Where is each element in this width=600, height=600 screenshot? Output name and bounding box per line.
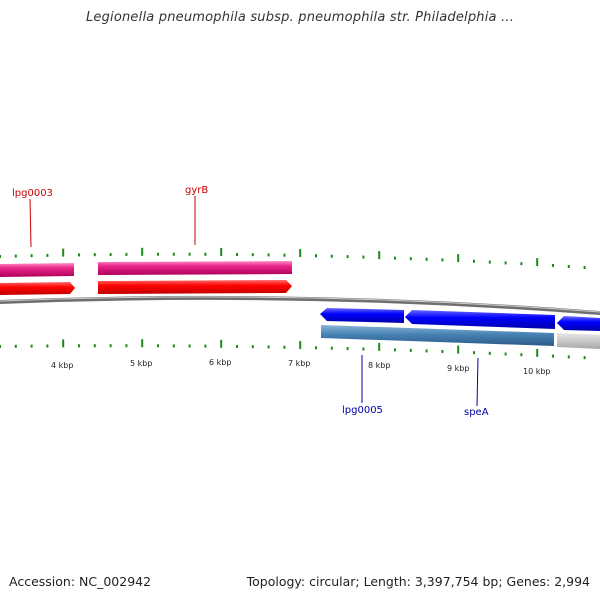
cds-lpg0005 bbox=[320, 308, 404, 323]
cds-speA bbox=[405, 310, 555, 329]
steel-feature bbox=[321, 325, 554, 346]
scale-label-4kbp: 4 kbp bbox=[51, 361, 73, 370]
leader-speA bbox=[476, 357, 479, 407]
scale-label-9kbp: 9 kbp bbox=[447, 364, 469, 373]
leader-lpg0003 bbox=[29, 198, 32, 248]
map-title: Legionella pneumophila subsp. pneumophil… bbox=[85, 10, 515, 25]
label-speA: speA bbox=[464, 407, 489, 418]
red-feature-1 bbox=[0, 282, 75, 295]
scale-label-8kbp: 8 kbp bbox=[368, 361, 390, 370]
cds-gyrB bbox=[98, 261, 292, 275]
label-lpg0005: lpg0005 bbox=[342, 405, 383, 416]
label-gyrB: gyrB bbox=[185, 185, 208, 196]
label-lpg0003: lpg0003 bbox=[12, 188, 53, 199]
cds-next bbox=[557, 316, 600, 331]
topology-summary-text: Topology: circular; Length: 3,397,754 bp… bbox=[246, 574, 590, 589]
backbone-arc bbox=[0, 295, 600, 315]
scale-label-6kbp: 6 kbp bbox=[209, 358, 231, 367]
scale-label-7kbp: 7 kbp bbox=[288, 359, 310, 368]
red-feature-2 bbox=[98, 280, 292, 294]
scale-label-5kbp: 5 kbp bbox=[130, 359, 152, 368]
upper-tick-row bbox=[0, 247, 586, 269]
accession-text: Accession: NC_002942 bbox=[9, 574, 152, 589]
backbone-arc-highlight bbox=[0, 296, 600, 313]
lower-tick-row bbox=[0, 339, 586, 360]
scale-label-10kbp: 10 kbp bbox=[523, 367, 551, 376]
grey-feature bbox=[557, 333, 600, 349]
cds-lpg0003 bbox=[0, 263, 74, 277]
